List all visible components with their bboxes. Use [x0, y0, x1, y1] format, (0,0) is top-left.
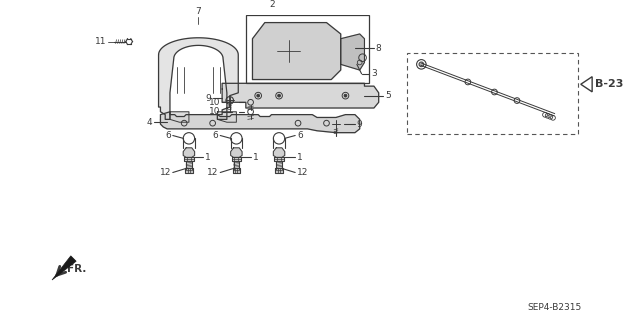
Text: SEP4-B2315: SEP4-B2315: [527, 303, 581, 312]
Text: 12: 12: [159, 168, 171, 177]
Bar: [407, 53, 578, 134]
Text: 7: 7: [196, 7, 202, 16]
Text: 1: 1: [297, 153, 303, 162]
Text: 1: 1: [253, 153, 259, 162]
Text: 4: 4: [147, 118, 152, 127]
Text: 3: 3: [371, 69, 377, 78]
Circle shape: [344, 94, 347, 97]
Text: 9: 9: [205, 94, 211, 103]
Text: 6: 6: [297, 131, 303, 140]
Polygon shape: [222, 83, 379, 108]
Polygon shape: [232, 168, 240, 172]
Circle shape: [419, 62, 424, 67]
Polygon shape: [52, 256, 76, 280]
Polygon shape: [275, 157, 284, 161]
Polygon shape: [275, 168, 283, 172]
Text: 6: 6: [165, 131, 171, 140]
Text: B-23: B-23: [595, 79, 623, 89]
Bar: [246, 15, 369, 83]
Text: 12: 12: [207, 168, 218, 177]
Polygon shape: [273, 148, 285, 157]
Polygon shape: [218, 112, 236, 122]
Polygon shape: [161, 112, 360, 133]
Circle shape: [257, 94, 260, 97]
Polygon shape: [340, 34, 364, 70]
Polygon shape: [230, 148, 242, 157]
Circle shape: [278, 94, 280, 97]
Text: 10: 10: [209, 107, 220, 116]
Text: 9: 9: [357, 120, 363, 129]
Text: 1: 1: [205, 153, 211, 162]
Polygon shape: [170, 112, 189, 122]
Text: 6: 6: [212, 131, 218, 140]
Text: 10: 10: [209, 98, 220, 107]
Polygon shape: [253, 23, 340, 80]
Circle shape: [271, 34, 306, 68]
Text: 5: 5: [385, 91, 391, 100]
Polygon shape: [159, 38, 238, 119]
Text: 8: 8: [376, 44, 381, 53]
Text: FR.: FR.: [67, 264, 87, 274]
Polygon shape: [232, 157, 241, 161]
Text: 11: 11: [95, 37, 106, 46]
Polygon shape: [184, 157, 194, 161]
Polygon shape: [183, 148, 195, 157]
Polygon shape: [185, 168, 193, 172]
Text: 2: 2: [269, 0, 275, 9]
Text: 12: 12: [297, 168, 308, 177]
